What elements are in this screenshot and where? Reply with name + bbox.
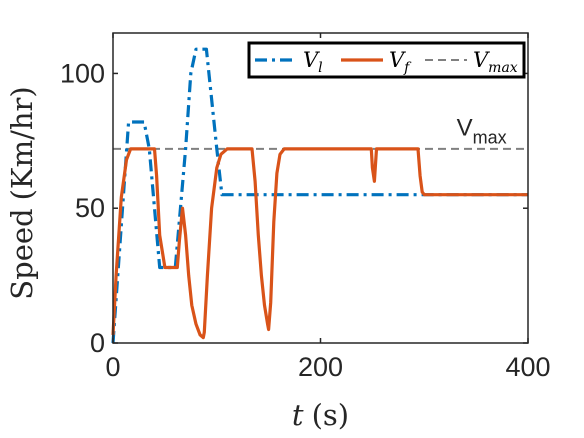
y-tick-label: 50: [75, 193, 105, 223]
y-axis-word: Speed: [5, 208, 39, 299]
legend-label-main: V: [303, 48, 320, 72]
x-axis-unit: (s): [312, 398, 350, 432]
x-axis-variable: t: [292, 398, 304, 432]
vmax-annotation-sub: max: [473, 127, 507, 147]
y-axis-label: Speed (Km/hr): [5, 86, 39, 299]
legend-label-main: V: [473, 48, 490, 72]
x-tick-label: 0: [105, 352, 120, 382]
series-line-v-f: [111, 147, 528, 340]
vmax-annotation-main: V: [457, 114, 473, 141]
legend: Vl Vf Vmax: [247, 41, 526, 79]
axes-box: [112, 32, 529, 344]
vmax-annotation: Vmax: [457, 114, 507, 147]
plot-area: [111, 47, 528, 344]
legend-box: [247, 41, 526, 79]
x-axis-label: t (s): [292, 398, 349, 432]
x-tick-label: 200: [298, 352, 343, 382]
y-tick-label: 0: [90, 328, 105, 358]
y-axis-unit: (Km/hr): [5, 86, 39, 200]
legend-label-sub: max: [488, 60, 518, 76]
legend-label-max: Vmax: [473, 48, 518, 76]
legend-label-sub: f: [403, 60, 412, 76]
x-tick-label: 400: [505, 352, 550, 382]
y-tick-label: 100: [60, 58, 105, 88]
legend-label-sub: l: [318, 60, 322, 76]
legend-label-l: Vl: [303, 48, 323, 76]
legend-label-main: V: [389, 48, 406, 72]
axis-ticks: 0 200 400 0 50 100: [60, 33, 551, 382]
legend-label-f: Vf: [389, 48, 412, 76]
